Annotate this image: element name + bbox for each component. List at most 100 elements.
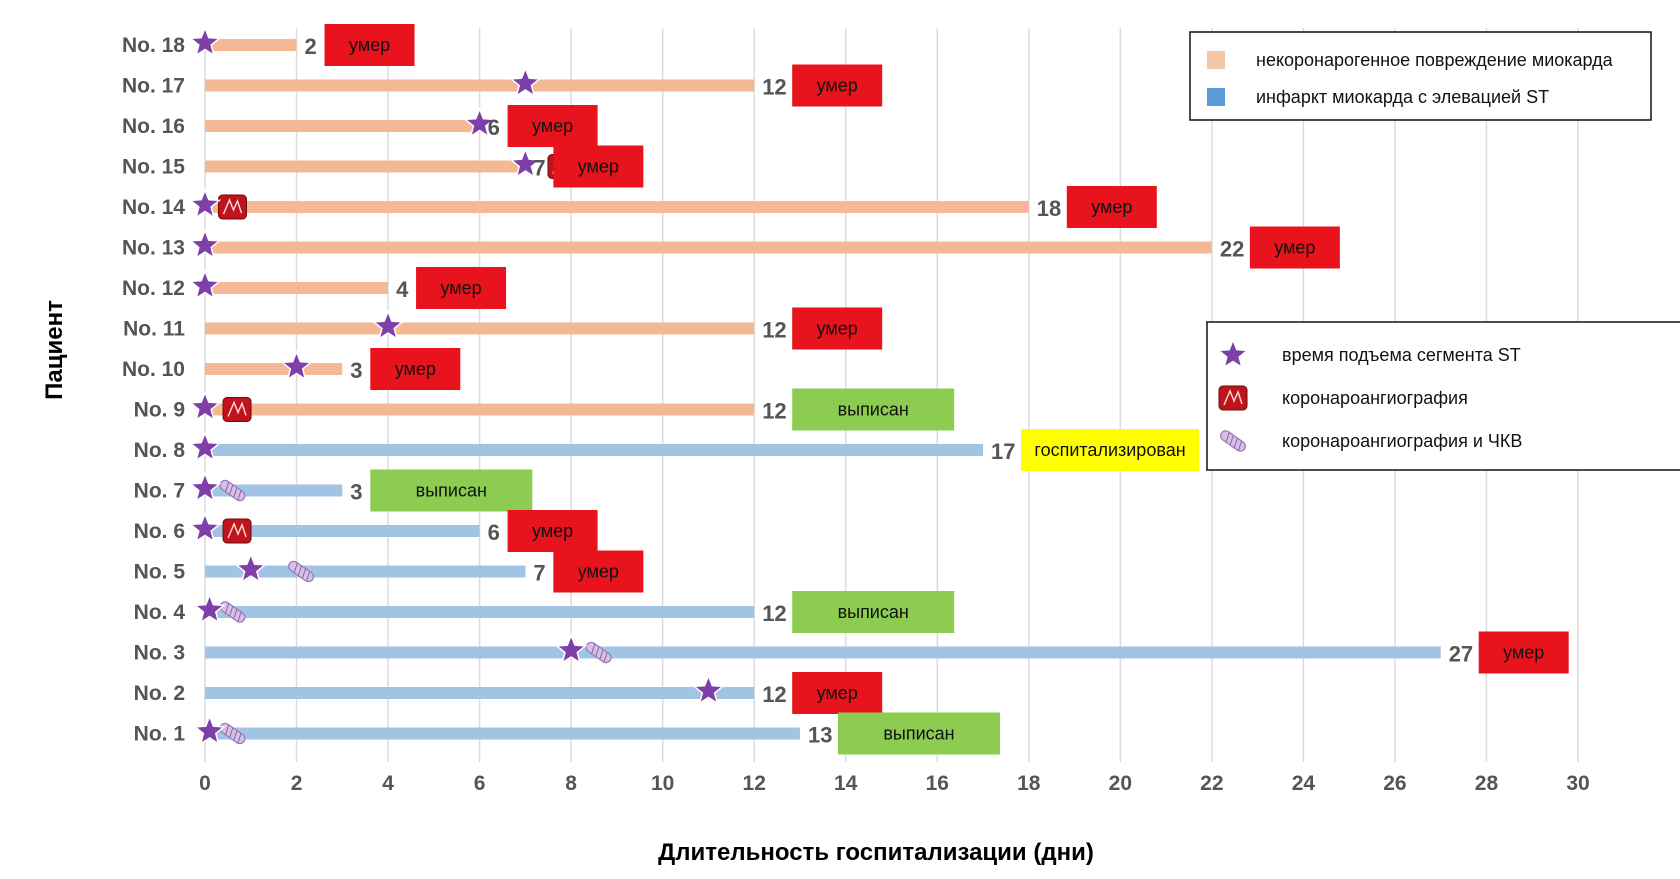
legend-frame (1206, 321, 1680, 471)
x-tick-label: 24 (1292, 772, 1316, 795)
x-tick-label: 26 (1383, 772, 1406, 795)
star-icon (463, 106, 496, 138)
x-axis-title: Длительность госпитализации (дни) (658, 839, 1094, 866)
star-icon (554, 633, 588, 665)
patient-label: No. 13 (122, 237, 185, 260)
legend-group-types: некоронарогенное повреждение миокарда инф… (1189, 31, 1652, 121)
x-tick-label: 30 (1566, 772, 1589, 795)
outcome-box (324, 24, 415, 66)
duration-label: 22 (1220, 237, 1244, 262)
star-icon (188, 430, 222, 462)
legend-frame (1189, 31, 1652, 121)
outcome-box (370, 348, 461, 390)
outcome-label: умер (1503, 643, 1544, 663)
outcome-box (792, 307, 883, 350)
legend-star-icon (1216, 337, 1250, 369)
duration-label: 7 (533, 156, 545, 181)
patient-label: No. 12 (122, 277, 185, 300)
patient-label: No. 15 (122, 156, 185, 179)
duration-label: 3 (350, 480, 362, 505)
duration-label: 6 (488, 520, 500, 545)
duration-label: 12 (762, 399, 786, 424)
duration-bar (205, 201, 1029, 213)
outcome-box (1066, 186, 1157, 228)
duration-label: 27 (1449, 642, 1473, 667)
duration-bar (205, 322, 755, 335)
star-icon (188, 511, 222, 543)
pci-icon (219, 479, 246, 502)
star-icon (692, 673, 725, 705)
patient-label: No. 6 (134, 520, 185, 543)
angiography-vessel (1223, 389, 1243, 406)
y-axis-title: Пациент (41, 300, 68, 400)
star-icon (193, 592, 226, 624)
stent-mesh (301, 568, 307, 579)
duration-label: 3 (350, 358, 362, 383)
duration-bar (205, 444, 984, 456)
stent-mesh (225, 603, 230, 614)
stent-mesh (599, 649, 604, 660)
x-tick-label: 6 (474, 772, 486, 795)
star-icon (509, 66, 542, 98)
duration-bar (205, 646, 1441, 659)
outcome-label: умер (532, 116, 573, 136)
duration-bar (205, 727, 800, 740)
outcome-label: выписан (416, 481, 487, 501)
stent-mesh (1229, 435, 1234, 446)
outcome-label: умер (578, 157, 619, 177)
x-tick-label: 12 (743, 772, 766, 795)
duration-label: 13 (808, 723, 832, 748)
outcome-box (370, 469, 533, 512)
legend-pci-icon (1220, 430, 1246, 452)
patient-label: No. 14 (122, 196, 185, 219)
x-tick-label: 10 (651, 772, 674, 795)
duration-bar (205, 606, 755, 618)
patient-label: No. 5 (134, 561, 186, 584)
duration-bar (205, 241, 1212, 254)
x-tick-label: 20 (1109, 772, 1132, 795)
stent-mesh (1225, 432, 1230, 443)
duration-bar (205, 363, 343, 375)
x-tick-label: 16 (926, 772, 949, 795)
outcome-label: умер (349, 35, 390, 55)
stent-mesh (297, 565, 302, 576)
star-icon (188, 25, 222, 57)
angiography-vessel (227, 522, 247, 539)
outcome-box (1249, 226, 1340, 269)
outcome-box (792, 672, 883, 714)
outcome-box (507, 105, 598, 147)
legend-swatch (1207, 88, 1225, 106)
duration-label: 12 (762, 75, 786, 100)
outcome-label: умер (1274, 238, 1315, 258)
duration-bar (205, 160, 526, 173)
duration-label: 2 (305, 34, 317, 59)
legend-label: коронароангиография (1282, 388, 1468, 408)
patient-label: No. 3 (134, 642, 185, 665)
stent-mesh (237, 733, 242, 744)
duration-label: 12 (762, 318, 786, 343)
outcome-box (507, 510, 598, 552)
pci-icon (288, 560, 315, 583)
legend-label: некоронарогенное повреждение миокарда (1256, 50, 1614, 70)
patient-label: No. 9 (134, 399, 185, 422)
outcome-label: умер (578, 562, 619, 582)
x-tick-label: 2 (291, 772, 303, 795)
star-icon (193, 714, 226, 746)
duration-bar (205, 687, 755, 699)
outcome-box (1021, 429, 1200, 471)
duration-label: 12 (762, 601, 786, 626)
outcome-box (837, 712, 1000, 755)
patient-label: No. 7 (134, 480, 185, 503)
stent-mesh (237, 611, 242, 622)
outcome-label: умер (395, 359, 436, 379)
outcome-label: выписан (883, 724, 954, 744)
x-tick-label: 18 (1017, 772, 1041, 795)
duration-bar (205, 282, 389, 294)
x-tick-label: 0 (199, 772, 211, 795)
star-icon (509, 147, 542, 179)
stent-mesh (1233, 437, 1238, 449)
outcome-box (553, 145, 644, 188)
x-tick-label: 8 (565, 772, 577, 795)
star-icon (188, 268, 222, 300)
